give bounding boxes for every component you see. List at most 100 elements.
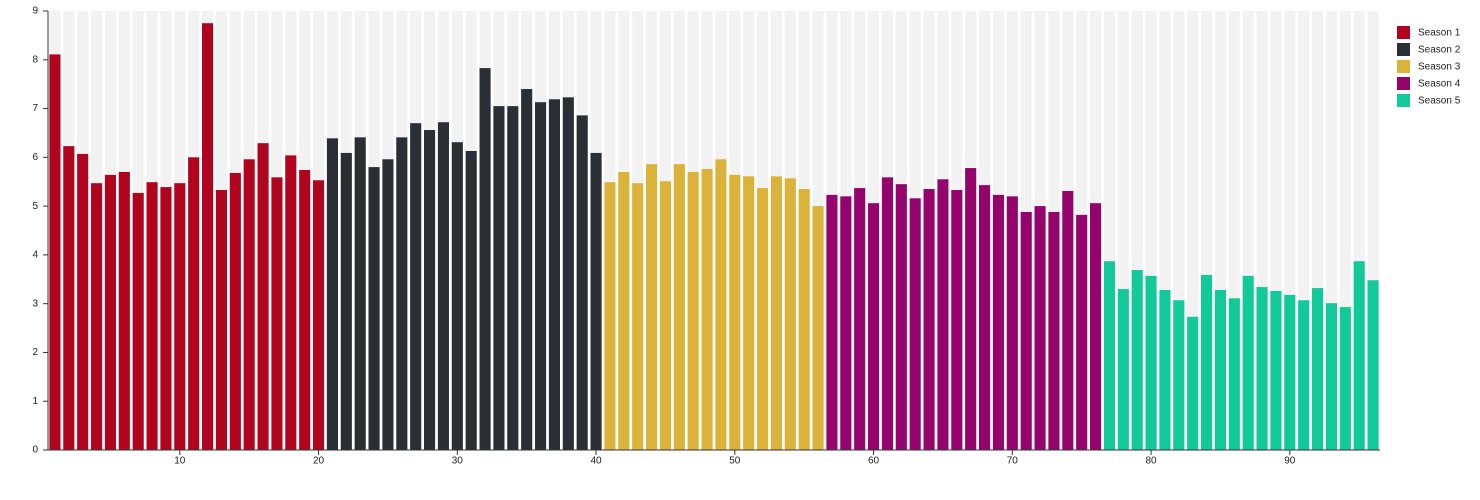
bar [1201, 274, 1213, 450]
background-stripe [1270, 11, 1282, 450]
bar [160, 187, 172, 451]
x-tick-label: 20 [313, 456, 325, 467]
bar [1034, 206, 1046, 450]
bar [396, 137, 408, 450]
bar [701, 169, 713, 451]
bar [826, 194, 838, 450]
y-tick-label: 0 [32, 445, 38, 456]
bar [146, 182, 158, 450]
bar [562, 97, 574, 450]
bar [132, 192, 144, 451]
bar [868, 203, 880, 450]
bar [604, 182, 616, 450]
x-tick-label: 60 [868, 456, 880, 467]
bar [1270, 290, 1282, 450]
bar [257, 143, 269, 450]
bar [1062, 190, 1074, 451]
bar [1353, 261, 1365, 450]
bar [410, 123, 422, 450]
bar [382, 159, 394, 451]
background-stripe [1201, 11, 1213, 450]
x-tick-label: 40 [591, 456, 603, 467]
bar [576, 115, 588, 450]
background-stripe [1228, 11, 1240, 450]
y-tick-label: 2 [32, 347, 38, 358]
bar [1076, 214, 1088, 450]
y-tick-label: 8 [32, 54, 38, 65]
background-stripe [1117, 11, 1129, 450]
bar [1228, 298, 1240, 450]
bar [743, 176, 755, 450]
bar [1117, 289, 1129, 450]
x-tick-label: 50 [729, 456, 741, 467]
bar [1020, 211, 1032, 450]
bar [923, 189, 935, 451]
bar [784, 178, 796, 450]
bar [368, 167, 380, 451]
y-tick-label: 3 [32, 298, 38, 309]
bar [118, 171, 130, 450]
bar [1312, 288, 1324, 450]
bar [493, 106, 505, 450]
bar [202, 23, 214, 450]
bar [354, 137, 366, 450]
bar [770, 176, 782, 450]
x-tick-label: 10 [174, 456, 186, 467]
legend-label: Season 2 [1418, 45, 1461, 56]
background-stripe [1131, 11, 1143, 450]
background-stripe [1187, 11, 1199, 450]
bar [1103, 261, 1115, 450]
background-stripe [1173, 11, 1185, 450]
bar [104, 174, 116, 451]
bar [1256, 287, 1268, 450]
bar [49, 54, 61, 450]
bar [479, 68, 491, 450]
bar [909, 198, 921, 450]
background-stripe [1214, 11, 1226, 450]
y-tick-label: 4 [32, 250, 38, 261]
bar [1131, 270, 1143, 450]
bar [798, 189, 810, 451]
bar [63, 146, 75, 450]
bar [895, 184, 907, 450]
bar [243, 159, 255, 451]
background-stripe [1325, 11, 1337, 450]
background-stripe [1284, 11, 1296, 450]
bar [299, 170, 311, 450]
bar [437, 122, 449, 451]
bar [174, 183, 186, 451]
bar [1173, 300, 1185, 450]
bar [757, 188, 769, 450]
bar [979, 185, 991, 451]
bar [424, 130, 436, 451]
y-tick-label: 7 [32, 103, 38, 114]
bar [632, 183, 644, 451]
bar [215, 190, 227, 450]
bar [646, 164, 658, 450]
bar [1187, 316, 1199, 450]
legend-label: Season 3 [1418, 62, 1461, 73]
bar [729, 174, 741, 451]
background-stripe [1145, 11, 1157, 450]
background-stripe [1298, 11, 1310, 450]
bar [326, 138, 338, 450]
y-tick-label: 6 [32, 152, 38, 163]
bar [465, 150, 477, 450]
bar [77, 153, 89, 450]
legend-swatch [1397, 43, 1410, 56]
bar [91, 183, 103, 451]
x-tick-label: 30 [452, 456, 464, 467]
bar [313, 180, 325, 450]
bar [1242, 275, 1254, 450]
bar [285, 155, 297, 451]
bar [812, 206, 824, 450]
bar [271, 177, 283, 451]
bar [548, 99, 560, 450]
legend-label: Season 1 [1418, 28, 1461, 39]
background-stripe [1256, 11, 1268, 450]
bar [840, 196, 852, 450]
bar [992, 194, 1004, 450]
background-stripe [1242, 11, 1254, 450]
bar [521, 89, 533, 451]
